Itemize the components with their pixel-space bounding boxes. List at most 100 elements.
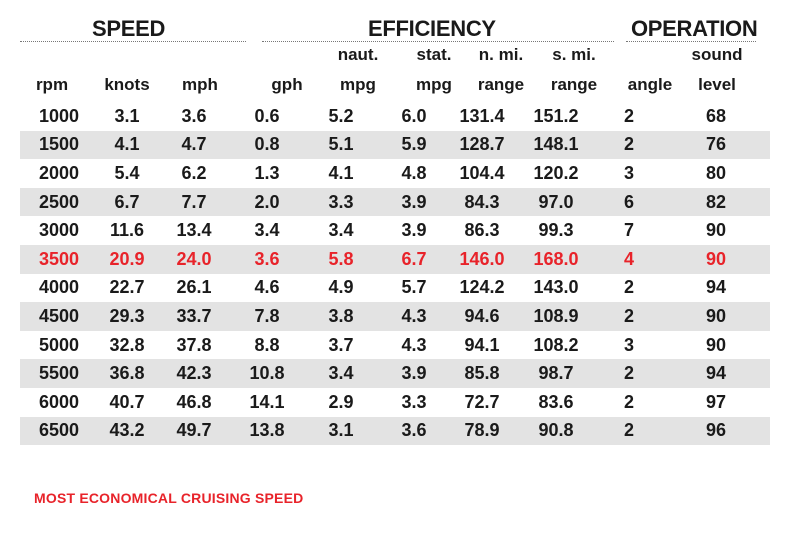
cell-sound-level: 97 — [705, 391, 727, 412]
column-header-mph-bottom: mph — [182, 75, 218, 94]
table-row: 3500 20.9 24.0 3.6 5.8 6.7 146.0 168.0 4 90 — [20, 244, 770, 274]
table-row: 4000 22.7 26.1 4.6 4.9 5.7 124.2 143.0 2 94 — [20, 274, 770, 303]
cell-s-mi-range: 148.1 — [516, 130, 596, 160]
column-header-stat-mpg-bottom: mpg — [416, 75, 452, 94]
group-header-operation: OPERATION — [631, 16, 758, 41]
table-row: 5000 32.8 37.8 8.8 3.7 4.3 94.1 108.2 3 90 — [20, 331, 770, 360]
cell-n-mi-range: 78.9 — [448, 416, 516, 446]
cell-s-mi-range: 90.8 — [516, 416, 596, 446]
cell-stat-mpg: 5.9 — [380, 130, 448, 160]
table-row: 1000 3.1 3.6 0.6 5.2 6.0 131.4 151.2 2 68 — [20, 102, 770, 131]
cell-knots: 3.1 — [114, 105, 140, 126]
cell-knots: 36.8 — [98, 359, 156, 388]
cell-angle: 2 — [623, 277, 634, 298]
footnote: MOST ECONOMICAL CRUISING SPEED — [34, 490, 304, 506]
cell-naut-mpg: 5.8 — [302, 244, 380, 274]
column-header-angle-bottom: angle — [627, 75, 673, 94]
column-header-naut-mpg-bottom: mpg — [340, 75, 376, 94]
cell-knots: 6.7 — [98, 187, 156, 217]
cell-knots: 32.8 — [109, 334, 145, 355]
cell-rpm: 4500 — [20, 302, 98, 331]
operation-divider — [626, 41, 756, 42]
cell-knots: 11.6 — [109, 220, 145, 241]
cell-s-mi-range: 98.7 — [516, 359, 596, 388]
column-header-s-mi-range-top: s. mi. — [552, 45, 596, 64]
cell-stat-mpg: 3.9 — [380, 187, 448, 217]
cell-naut-mpg: 5.1 — [302, 130, 380, 160]
cell-rpm: 1500 — [20, 130, 98, 160]
cell-s-mi-range: 97.0 — [516, 187, 596, 217]
efficiency-divider — [262, 41, 614, 42]
cell-stat-mpg: 6.7 — [380, 244, 448, 274]
cell-stat-mpg: 4.3 — [380, 302, 448, 331]
cell-angle: 2 — [623, 391, 634, 412]
cell-s-mi-range: 108.9 — [516, 302, 596, 331]
cell-angle: 2 — [596, 416, 662, 446]
table-row: 5500 36.8 42.3 10.8 3.4 3.9 85.8 98.7 2 94 — [20, 359, 770, 388]
cell-mph: 4.7 — [156, 130, 232, 160]
cell-mph: 37.8 — [176, 334, 212, 355]
cell-angle: 2 — [596, 302, 662, 331]
cell-rpm: 6000 — [38, 391, 80, 412]
cell-n-mi-range: 94.1 — [464, 334, 500, 355]
cell-angle: 2 — [596, 130, 662, 160]
cell-mph: 46.8 — [176, 391, 212, 412]
cell-sound-level: 96 — [662, 416, 770, 446]
table-row: 1500 4.1 4.7 0.8 5.1 5.9 128.7 148.1 2 76 — [20, 130, 770, 160]
cell-mph: 33.7 — [156, 302, 232, 331]
cell-rpm: 1000 — [38, 105, 80, 126]
cell-knots: 40.7 — [109, 391, 145, 412]
column-header-stat-mpg-top: stat. — [416, 45, 452, 64]
cell-n-mi-range: 84.3 — [448, 187, 516, 217]
cell-mph: 26.1 — [176, 277, 212, 298]
cell-n-mi-range: 131.4 — [459, 105, 505, 126]
cell-rpm: 3000 — [38, 220, 80, 241]
group-header-speed: SPEED — [92, 16, 166, 41]
cell-rpm: 5500 — [20, 359, 98, 388]
speed-divider — [20, 41, 246, 42]
cell-rpm: 3500 — [20, 244, 98, 274]
cell-sound-level: 76 — [662, 130, 770, 160]
cell-gph: 10.8 — [232, 359, 302, 388]
cell-stat-mpg: 3.9 — [380, 359, 448, 388]
cell-n-mi-range: 104.4 — [459, 162, 505, 183]
cell-mph: 24.0 — [156, 244, 232, 274]
cell-sound-level: 90 — [662, 302, 770, 331]
cell-mph: 6.2 — [181, 162, 207, 183]
table-row: 2000 5.4 6.2 1.3 4.1 4.8 104.4 120.2 3 80 — [20, 159, 770, 188]
cell-gph: 3.6 — [232, 244, 302, 274]
cell-knots: 29.3 — [98, 302, 156, 331]
cell-stat-mpg: 3.6 — [380, 416, 448, 446]
cell-angle: 7 — [623, 220, 634, 241]
table-row: 3000 11.6 13.4 3.4 3.4 3.9 86.3 99.3 7 90 — [20, 216, 770, 245]
cell-naut-mpg: 3.3 — [302, 187, 380, 217]
cell-sound-level: 90 — [705, 334, 727, 355]
cell-s-mi-range: 99.3 — [538, 220, 574, 241]
cell-rpm: 2000 — [38, 162, 80, 183]
column-header-gph-bottom: gph — [271, 75, 303, 94]
cell-gph: 8.8 — [254, 334, 280, 355]
table-row: 2500 6.7 7.7 2.0 3.3 3.9 84.3 97.0 6 82 — [20, 187, 770, 217]
cell-n-mi-range: 146.0 — [448, 244, 516, 274]
cell-stat-mpg: 4.8 — [401, 162, 427, 183]
cell-gph: 7.8 — [232, 302, 302, 331]
cell-gph: 4.6 — [254, 277, 280, 298]
cell-angle: 2 — [623, 105, 634, 126]
cell-naut-mpg: 3.7 — [328, 334, 354, 355]
column-header-n-mi-range-bottom: range — [477, 75, 525, 94]
cell-mph: 42.3 — [156, 359, 232, 388]
column-header-naut-mpg-top: naut. — [337, 45, 379, 64]
cell-s-mi-range: 151.2 — [533, 105, 579, 126]
cell-gph: 0.8 — [232, 130, 302, 160]
cell-naut-mpg: 4.1 — [328, 162, 354, 183]
cell-naut-mpg: 4.9 — [328, 277, 354, 298]
cell-naut-mpg: 5.2 — [328, 105, 354, 126]
table-body: 1000 3.1 3.6 0.6 5.2 6.0 131.4 151.2 2 68 1500 4.1 4… — [20, 102, 770, 446]
column-header-rpm-bottom: rpm — [35, 75, 69, 94]
cell-mph: 49.7 — [156, 416, 232, 446]
cell-s-mi-range: 83.6 — [538, 391, 574, 412]
cell-sound-level: 94 — [662, 359, 770, 388]
table-row: 6500 43.2 49.7 13.8 3.1 3.6 78.9 90.8 2 96 — [20, 416, 770, 446]
cell-sound-level: 80 — [705, 162, 727, 183]
cell-stat-mpg: 5.7 — [401, 277, 427, 298]
